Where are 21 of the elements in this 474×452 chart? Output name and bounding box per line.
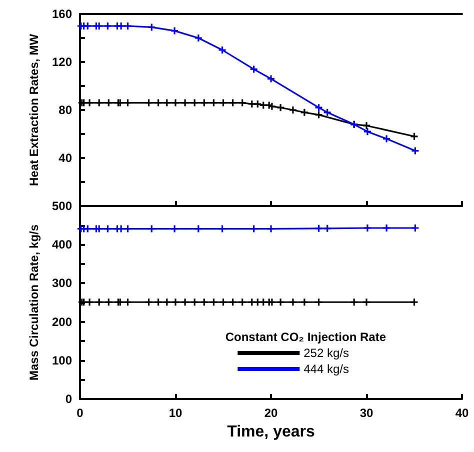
legend-label: 444 kg/s [304,362,350,376]
y-tick-label: 500 [52,199,72,213]
y-tick-label: 160 [52,7,72,21]
y-axis-title: Heat Extraction Rates, MW [27,33,41,186]
y-tick-label: 400 [52,238,72,252]
y-tick-label: 300 [52,276,72,290]
y-tick-label: 100 [52,353,72,368]
x-tick-label: 0 [76,406,84,420]
y-tick-label: 200 [52,314,72,329]
x-tick-label: 10 [168,406,182,420]
x-axis-title: Time, years [227,423,315,440]
y-tick-label: 40 [58,151,72,165]
legend-title: Constant CO₂ Injection Rate [225,330,386,344]
x-tick-label: 30 [360,406,374,420]
y-tick-label: 80 [58,103,72,117]
y-axis-title: Mass Circulation Rate, kg/s [27,224,41,381]
x-tick-label: 20 [264,406,278,420]
y-tick-label: 0 [65,392,72,406]
legend-label: 252 kg/s [304,346,350,360]
x-tick-label: 40 [455,406,469,420]
y-tick-label: 120 [52,55,72,69]
